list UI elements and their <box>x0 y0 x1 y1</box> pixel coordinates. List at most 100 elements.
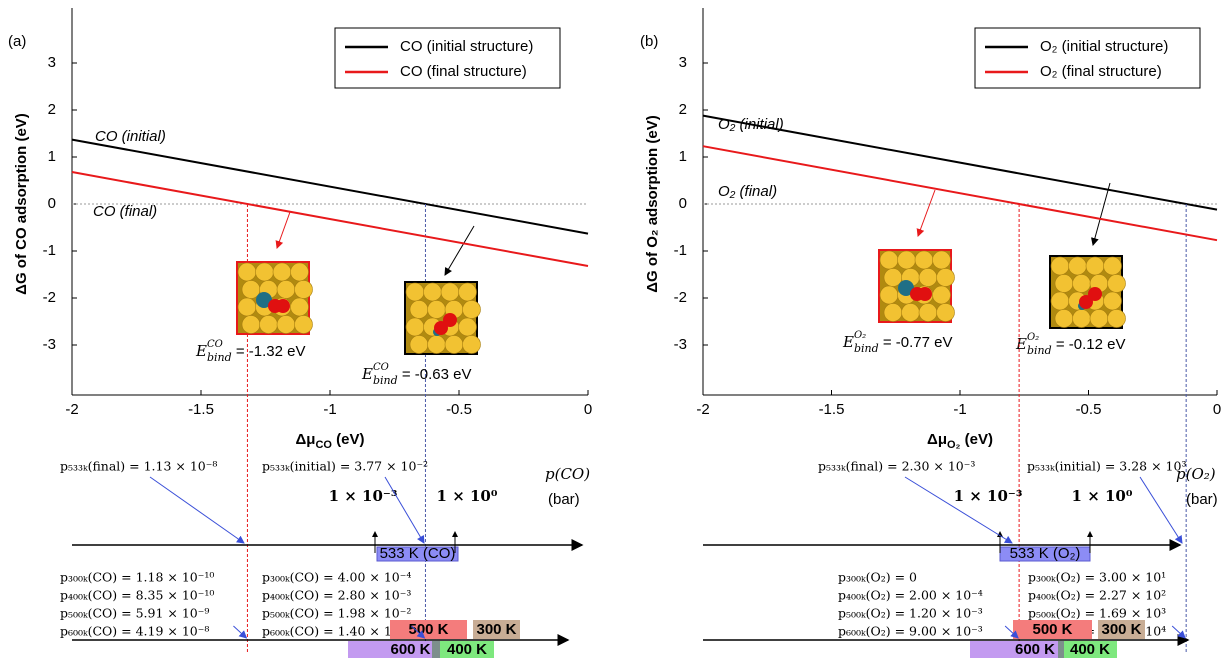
pressure-value: p₃₀₀ₖ(CO) = 1.18 × 10⁻¹⁰ <box>60 570 214 585</box>
legend-label: CO (initial structure) <box>400 38 533 55</box>
surface-atom <box>919 269 937 287</box>
surface-atom <box>919 304 937 322</box>
o-atom <box>276 299 290 313</box>
pressure-value: p₄₀₀ₖ(O₂) = 2.27 × 10² <box>1028 588 1166 603</box>
line-label: CO (final) <box>93 203 157 220</box>
pressure-unit: (bar) <box>548 491 580 508</box>
p533-label: p₅₃₃ₖ(final) = 1.13 × 10⁻⁸ <box>60 459 217 474</box>
panel-label: (a) <box>8 33 26 50</box>
x-tick-label: -0.5 <box>1076 401 1102 418</box>
text-part: Δμ <box>296 431 316 448</box>
text-part: bind <box>207 351 232 364</box>
x-tick-label: 0 <box>1213 401 1221 418</box>
x-tick-label: -1 <box>323 401 336 418</box>
line-label: O₂ (initial) <box>718 116 784 133</box>
text-part: (eV) <box>960 431 993 448</box>
pressure-value: p₄₀₀ₖ(O₂) = 2.00 × 10⁻⁴ <box>838 588 983 603</box>
surface-atom <box>1055 275 1073 293</box>
p533-label: p₅₃₃ₖ(initial) = 3.77 × 10⁻² <box>262 459 428 474</box>
surface-atom <box>937 269 955 287</box>
text-part: = -0.12 eV <box>1052 336 1126 353</box>
surface-atom <box>428 336 446 354</box>
x-tick-label: -0.5 <box>446 401 472 418</box>
surface-atom <box>277 316 295 334</box>
text-part: bind <box>1027 344 1052 357</box>
surface-atom <box>463 301 481 319</box>
surface-atom <box>441 283 459 301</box>
temperature-label: 600 K <box>1015 641 1055 658</box>
surface-atom <box>1073 310 1091 328</box>
pressure-value: p₃₀₀ₖ(CO) = 4.00 × 10⁻⁴ <box>262 570 411 585</box>
legend-label: CO (final structure) <box>400 63 527 80</box>
pressure-value: p₄₀₀ₖ(CO) = 2.80 × 10⁻³ <box>262 588 411 603</box>
temperature-overlap <box>1058 641 1064 658</box>
pressure-tick-label: 1 × 10⁰ <box>1072 487 1133 505</box>
pointer-arrow <box>1093 183 1110 245</box>
temperature-label: 600 K <box>390 641 430 658</box>
legend-label: O₂ (final structure) <box>1040 63 1162 80</box>
pressure-window-label: 533 K (O₂) <box>1010 545 1081 562</box>
surface-atom <box>260 316 278 334</box>
o-atom <box>1088 287 1102 301</box>
surface-atom <box>933 251 951 269</box>
surface-atom <box>295 281 313 299</box>
p533-arrow <box>385 477 424 543</box>
surface-atom <box>273 263 291 281</box>
pressure-value: p₃₀₀ₖ(O₂) = 3.00 × 10¹ <box>1028 570 1166 585</box>
surface-atom <box>898 251 916 269</box>
pressure-value: p₅₀₀ₖ(O₂) = 1.69 × 10³ <box>1028 606 1166 621</box>
text-part: O₂ <box>854 330 866 341</box>
surface-atom <box>1090 310 1108 328</box>
temperature-label: 400 K <box>447 641 487 658</box>
surface-atom <box>428 301 446 319</box>
surface-atom <box>1055 310 1073 328</box>
surface-atom <box>1073 275 1091 293</box>
x-tick-label: -2 <box>696 401 709 418</box>
pressure-window-label: 533 K (CO) <box>380 545 456 562</box>
binding-energy: ECObind = -0.63 eV <box>361 362 472 388</box>
y-tick-label: 0 <box>679 195 687 212</box>
surface-atom <box>902 304 920 322</box>
surface-atom <box>880 251 898 269</box>
surface-atom <box>238 263 256 281</box>
pressure-axis-label: p(CO) <box>545 465 590 483</box>
text-part: = -1.32 eV <box>232 343 306 360</box>
x-tick-label: 0 <box>584 401 592 418</box>
y-axis-label: ΔG of CO adsorption (eV) <box>13 113 30 295</box>
legend-label: O₂ (initial structure) <box>1040 38 1168 55</box>
text-part: = -0.77 eV <box>879 334 953 351</box>
surface-atom <box>1104 292 1122 310</box>
y-tick-label: 3 <box>48 54 56 71</box>
text-part: (eV) <box>332 431 365 448</box>
pressure-tick <box>1087 531 1093 537</box>
surface-atom <box>424 283 442 301</box>
pressure-value: p₅₀₀ₖ(O₂) = 1.20 × 10⁻³ <box>838 606 983 621</box>
text-part: E <box>361 365 373 383</box>
x-tick-label: -1.5 <box>819 401 845 418</box>
low-arrow <box>1172 626 1185 638</box>
pressure-unit: (bar) <box>1186 491 1218 508</box>
text-part: bind <box>373 374 398 387</box>
surface-atom <box>256 263 274 281</box>
temperature-label: 400 K <box>1070 641 1110 658</box>
surface-atom <box>915 251 933 269</box>
y-tick-label: 1 <box>48 148 56 165</box>
surface-atom <box>410 301 428 319</box>
surface-atom <box>406 318 424 336</box>
temperature-overlap <box>432 641 440 658</box>
temperature-label: 300 K <box>476 621 516 638</box>
y-tick-label: 3 <box>679 54 687 71</box>
o-atom <box>443 313 457 327</box>
p533-arrow <box>150 477 244 543</box>
surface-atom <box>238 298 256 316</box>
pressure-value: p₄₀₀ₖ(CO) = 8.35 × 10⁻¹⁰ <box>60 588 214 603</box>
surface-atom <box>295 316 313 334</box>
text-part: CO <box>207 339 223 350</box>
surface-atom <box>459 318 477 336</box>
surface-atom <box>1069 257 1087 275</box>
surface-atom <box>406 283 424 301</box>
pressure-value: p₆₀₀ₖ(CO) = 1.40 × 10⁻¹ <box>262 624 411 639</box>
temperature-label: 500 K <box>1032 621 1072 638</box>
